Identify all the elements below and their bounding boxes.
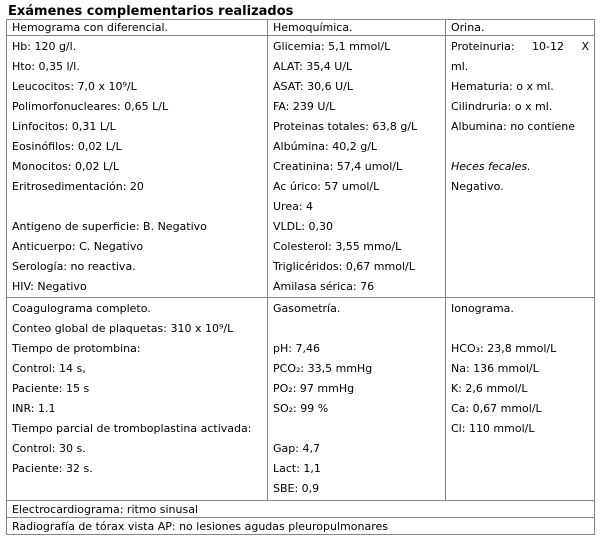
hemoquimica-line: Creatinina: 57,4 umol/L: [273, 160, 403, 173]
hemograma-line: Eosinófilos: 0,02 L/L: [12, 140, 122, 153]
gasometria-line: SO₂: 99 %: [273, 402, 329, 415]
xray-text: Radiografía de tórax vista AP: no lesion…: [6, 517, 595, 535]
gasometria-line: Gasometría.: [273, 302, 341, 315]
ionograma-line: HCO₃: 23,8 mmol/L: [451, 342, 557, 355]
hemograma-line: Monocitos: 0,02 L/L: [12, 160, 119, 173]
coagulograma-line: Paciente: 15 s: [12, 382, 90, 395]
blank-line: [451, 137, 592, 157]
xray-row: Radiografía de tórax vista AP: no lesion…: [6, 517, 595, 535]
hemograma-line: Leucocitos: 7,0 x 10⁹/L: [12, 80, 137, 93]
coagulograma-line: Coagulograma completo.: [12, 302, 151, 315]
column-header-hemoquimica: Hemoquímica.: [267, 19, 446, 36]
hemoquimica-line: Proteinas totales: 63,8 g/L: [273, 120, 418, 133]
gasometria-line: Gap: 4,7: [273, 442, 320, 455]
ionograma-line: Na: 136 mmol/L: [451, 362, 539, 375]
table-body-row-1: Hb: 120 g/l. Hto: 0,35 l/l. Leucocitos: …: [6, 35, 595, 298]
hemoquimica-line: ALAT: 35,4 U/L: [273, 60, 353, 73]
hemoquimica-line: ASAT: 30,6 U/L: [273, 80, 353, 93]
hemograma-line: Linfocitos: 0,31 L/L: [12, 120, 116, 133]
hemoquimica-line: Colesterol: 3,55 mmo/L: [273, 240, 402, 253]
orina-line: ml.: [451, 60, 469, 73]
hemoquimica-line: FA: 239 U/L: [273, 100, 336, 113]
coagulograma-cell: Coagulograma completo. Conteo global de …: [6, 297, 268, 501]
hemograma-line: Serología: no reactiva.: [12, 260, 136, 273]
hemograma-line: Eritrosedimentación: 20: [12, 180, 144, 193]
orina-line: Proteinuria: 10-12 X: [451, 40, 589, 53]
hemograma-cell: Hb: 120 g/l. Hto: 0,35 l/l. Leucocitos: …: [6, 35, 268, 298]
hemograma-line: Hb: 120 g/l.: [12, 40, 77, 53]
hemoquimica-line: Glicemia: 5,1 mmol/L: [273, 40, 391, 53]
blank-line: [273, 319, 443, 339]
ecg-row: Electrocardiograma: ritmo sinusal: [6, 500, 595, 518]
coagulograma-line: Tiempo de protombina:: [12, 342, 141, 355]
hemograma-line: Antigeno de superficie: B. Negativo: [12, 220, 207, 233]
gasometria-line: PCO₂: 33,5 mmHg: [273, 362, 373, 375]
orina-cell: Proteinuria: 10-12 X ml. Hematuria: o x …: [445, 35, 595, 298]
coagulograma-line: Paciente: 32 s.: [12, 462, 93, 475]
coagulograma-line: INR: 1.1: [12, 402, 56, 415]
hemograma-line: Polimorfonucleares: 0,65 L/L: [12, 100, 169, 113]
gasometria-line: SBE: 0,9: [273, 482, 320, 495]
ecg-text: Electrocardiograma: ritmo sinusal: [6, 500, 595, 518]
orina-line: Albumina: no contiene: [451, 120, 576, 133]
page-title: Exámenes complementarios realizados: [8, 4, 294, 19]
gasometria-line: Lact: 1,1: [273, 462, 321, 475]
ionograma-line: K: 2,6 mmol/L: [451, 382, 528, 395]
orina-line: Hematuria: o x ml.: [451, 80, 554, 93]
orina-line: Negativo.: [451, 180, 504, 193]
hemoquimica-line: Urea: 4: [273, 200, 314, 213]
orina-line: Cilindruria: o x ml.: [451, 100, 553, 113]
blank-line: [12, 197, 265, 217]
coagulograma-line: Tiempo parcial de tromboplastina activad…: [12, 422, 252, 435]
hemoquimica-line: Triglicéridos: 0,67 mmol/L: [273, 260, 415, 273]
gasometria-line: PO₂: 97 mmHg: [273, 382, 355, 395]
table-header-row: Hemograma con diferencial. Hemoquímica. …: [6, 19, 595, 36]
column-header-orina: Orina.: [445, 19, 595, 36]
column-header-hemograma: Hemograma con diferencial.: [6, 19, 268, 36]
hemoquimica-line: Amilasa sérica: 76: [273, 280, 375, 293]
table-body-row-2: Coagulograma completo. Conteo global de …: [6, 297, 595, 501]
gasometria-line: pH: 7,46: [273, 342, 320, 355]
hemograma-line: HIV: Negativo: [12, 280, 87, 293]
ionograma-line: Ionograma.: [451, 302, 514, 315]
hemoquimica-cell: Glicemia: 5,1 mmol/L ALAT: 35,4 U/L ASAT…: [267, 35, 446, 298]
gasometria-cell: Gasometría. pH: 7,46 PCO₂: 33,5 mmHg PO₂…: [267, 297, 446, 501]
hemoquimica-line: Ac úrico: 57 umol/L: [273, 180, 380, 193]
blank-line: [451, 319, 592, 339]
ionograma-line: Ca: 0,67 mmol/L: [451, 402, 542, 415]
hemoquimica-line: VLDL: 0,30: [273, 220, 333, 233]
blank-line: [273, 419, 443, 439]
results-table: Hemograma con diferencial. Hemoquímica. …: [6, 19, 595, 535]
orina-line: Heces fecales.: [451, 160, 531, 173]
hemoquimica-line: Albúmina: 40,2 g/L: [273, 140, 378, 153]
coagulograma-line: Conteo global de plaquetas: 310 x 10⁹/L: [12, 322, 234, 335]
hemograma-line: Anticuerpo: C. Negativo: [12, 240, 144, 253]
hemograma-line: Hto: 0,35 l/l.: [12, 60, 80, 73]
coagulograma-line: Control: 30 s.: [12, 442, 86, 455]
coagulograma-line: Control: 14 s,: [12, 362, 86, 375]
ionograma-line: Cl: 110 mmol/L: [451, 422, 535, 435]
ionograma-cell: Ionograma. HCO₃: 23,8 mmol/L Na: 136 mmo…: [445, 297, 595, 501]
